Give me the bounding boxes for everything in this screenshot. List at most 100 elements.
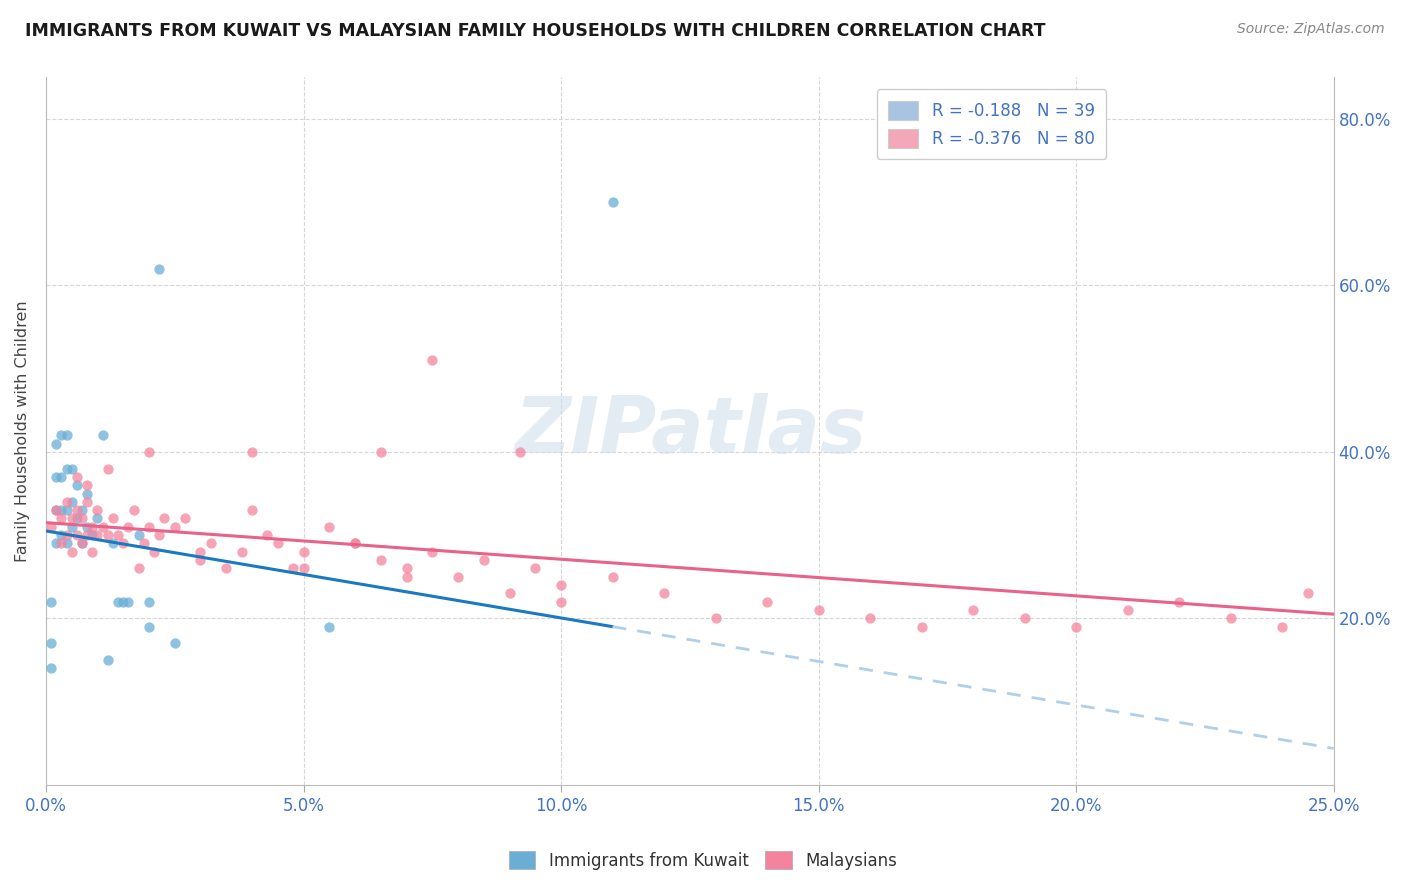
Point [51,428,73,442]
Text: ZIPatlas: ZIPatlas [513,393,866,469]
Point [86,511,108,525]
Point [51,536,73,550]
Point [163,520,186,534]
Point [240,445,263,459]
Point [60,545,83,559]
Point [122,503,145,517]
Point [256,528,278,542]
Point [132,536,155,550]
Point [138,520,160,534]
Point [143,545,166,559]
Point [76,495,98,509]
Point [39,595,62,609]
Point [343,536,366,550]
Point [45,503,67,517]
Point [602,195,624,210]
Point [39,636,62,650]
Point [1219,611,1241,625]
Point [60,511,83,525]
Point [148,528,170,542]
Point [91,428,114,442]
Point [60,495,83,509]
Point [395,570,418,584]
Point [70,536,93,550]
Point [86,528,108,542]
Point [343,536,366,550]
Point [45,470,67,484]
Point [55,428,77,442]
Point [66,478,89,492]
Point [66,528,89,542]
Point [112,536,135,550]
Point [128,528,150,542]
Point [107,528,129,542]
Point [55,503,77,517]
Point [138,620,160,634]
Point [51,511,73,525]
Point [420,545,443,559]
Point [66,503,89,517]
Point [138,595,160,609]
Point [55,495,77,509]
Point [472,553,495,567]
Point [550,595,572,609]
Point [91,520,114,534]
Point [602,570,624,584]
Point [82,520,104,534]
Point [395,561,418,575]
Point [910,620,932,634]
Point [370,445,392,459]
Point [292,545,315,559]
Point [101,511,124,525]
Point [1014,611,1036,625]
Point [51,528,73,542]
Point [859,611,882,625]
Point [807,603,830,617]
Point [1168,595,1191,609]
Point [107,595,129,609]
Point [70,536,93,550]
Point [962,603,984,617]
Point [51,503,73,517]
Point [86,503,108,517]
Point [45,503,67,517]
Point [45,436,67,450]
Point [117,520,139,534]
Y-axis label: Family Households with Children: Family Households with Children [15,301,30,562]
Point [39,520,62,534]
Text: IMMIGRANTS FROM KUWAIT VS MALAYSIAN FAMILY HOUSEHOLDS WITH CHILDREN CORRELATION : IMMIGRANTS FROM KUWAIT VS MALAYSIAN FAMI… [25,22,1046,40]
Point [215,561,238,575]
Point [66,470,89,484]
Point [704,611,727,625]
Point [76,520,98,534]
Point [292,561,315,575]
Point [756,595,779,609]
Point [76,528,98,542]
Point [153,511,176,525]
Point [97,653,120,667]
Point [550,578,572,592]
Point [318,620,340,634]
Point [524,561,547,575]
Legend: Immigrants from Kuwait, Malaysians: Immigrants from Kuwait, Malaysians [502,845,904,877]
Legend: R = -0.188   N = 39, R = -0.376   N = 80: R = -0.188 N = 39, R = -0.376 N = 80 [877,89,1107,160]
Point [60,461,83,475]
Point [231,545,253,559]
Point [1271,620,1294,634]
Text: Source: ZipAtlas.com: Source: ZipAtlas.com [1237,22,1385,37]
Point [509,445,531,459]
Point [318,520,340,534]
Point [174,511,197,525]
Point [267,536,290,550]
Point [200,536,222,550]
Point [55,536,77,550]
Point [76,486,98,500]
Point [60,520,83,534]
Point [447,570,470,584]
Point [498,586,520,600]
Point [652,586,675,600]
Point [101,536,124,550]
Point [97,528,120,542]
Point [82,545,104,559]
Point [190,545,212,559]
